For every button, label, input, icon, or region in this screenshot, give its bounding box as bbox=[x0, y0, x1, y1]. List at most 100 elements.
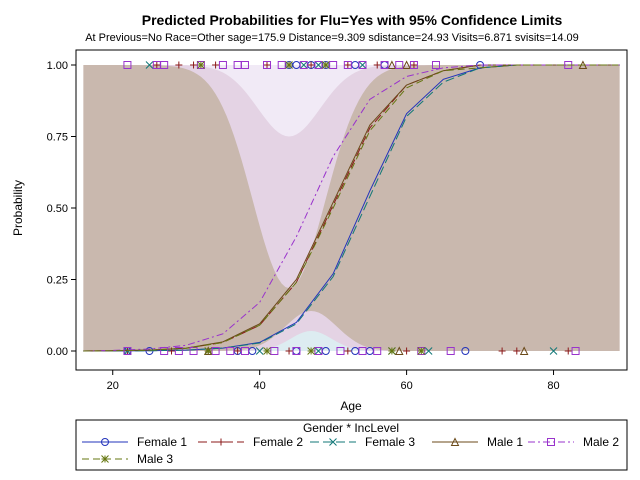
data-point-male-2-y0-1 bbox=[160, 347, 169, 355]
data-point-female-3-y1-2 bbox=[314, 61, 323, 69]
data-point-male-2-y0-9 bbox=[314, 347, 323, 355]
data-point-male-2-y1-15 bbox=[395, 61, 404, 69]
legend-marker-male-2 bbox=[547, 438, 555, 446]
legend-item-male-1: Male 1 bbox=[432, 435, 523, 449]
data-point-male-2-y0-14 bbox=[446, 347, 455, 355]
data-point-female-3-y1-3 bbox=[358, 61, 367, 69]
data-point-male-2-y0-6 bbox=[240, 347, 249, 355]
data-point-female-2-y1-6 bbox=[307, 61, 315, 69]
data-point-female-2-y0-9 bbox=[564, 347, 572, 355]
data-point-male-2-y0-12 bbox=[373, 347, 382, 355]
legend-marker-female-2 bbox=[217, 438, 225, 446]
data-point-female-2-y1-0 bbox=[153, 61, 161, 69]
legend-item-male-2: Male 2 bbox=[528, 435, 619, 449]
x-tick-label-3: 80 bbox=[547, 380, 559, 392]
data-point-male-2-y1-0 bbox=[123, 61, 132, 69]
data-point-male-2-y0-2 bbox=[174, 347, 183, 355]
data-point-male-3-y0-4 bbox=[417, 347, 426, 355]
data-point-male-2-y1-6 bbox=[240, 61, 249, 69]
data-point-female-3-y0-0 bbox=[123, 347, 132, 355]
data-point-male-2-y1-10 bbox=[314, 61, 323, 69]
data-point-female-3-y0-5 bbox=[549, 347, 558, 355]
legend-marker-male-1 bbox=[450, 437, 460, 446]
data-point-male-2-y0-8 bbox=[292, 347, 301, 355]
legend-marker-female-3 bbox=[329, 438, 337, 446]
legend-marker-male-3 bbox=[101, 455, 109, 463]
data-point-female-2-y1-1 bbox=[175, 61, 183, 69]
data-point-female-3-y1-1 bbox=[299, 61, 308, 69]
legend-label-female-3: Female 3 bbox=[365, 435, 415, 449]
legend: Gender * IncLevel Female 1 Female 2 Female… bbox=[75, 419, 628, 471]
data-point-male-2-y1-16 bbox=[409, 61, 418, 69]
data-point-male-2-y1-11 bbox=[329, 61, 338, 69]
x-tick-label-2: 60 bbox=[400, 380, 412, 392]
data-point-female-2-y0-7 bbox=[498, 347, 506, 355]
data-point-male-3-y0-2 bbox=[307, 347, 315, 355]
data-point-female-2-y1-9 bbox=[410, 61, 418, 69]
legend-label-male-1: Male 1 bbox=[487, 435, 523, 449]
data-point-male-1-y0-2 bbox=[519, 346, 529, 355]
data-point-male-2-y1-8 bbox=[277, 61, 286, 69]
data-point-male-2-y1-9 bbox=[299, 61, 308, 69]
legend-frame bbox=[75, 419, 628, 471]
data-point-male-3-y0-0 bbox=[204, 347, 213, 355]
data-point-male-1-y1-0 bbox=[387, 60, 397, 69]
data-point-male-2-y1-17 bbox=[431, 61, 440, 69]
data-point-male-2-y1-7 bbox=[263, 61, 272, 69]
legend-title: Gender * IncLevel bbox=[303, 421, 399, 435]
chart-title: Predicted Probabilities for Flu=Yes with… bbox=[142, 12, 563, 28]
legend-marker-female-1 bbox=[101, 438, 109, 446]
data-point-male-2-y0-0 bbox=[123, 347, 132, 355]
data-point-male-1-y0-1 bbox=[394, 346, 404, 355]
legend-label-male-2: Male 2 bbox=[583, 435, 619, 449]
data-point-male-3-y0-1 bbox=[263, 347, 271, 355]
data-point-male-2-y1-14 bbox=[380, 61, 389, 69]
plot-frame bbox=[75, 49, 628, 371]
data-point-male-3-y1-2 bbox=[321, 61, 330, 69]
y-tick-label-4: 1.00 bbox=[47, 60, 68, 72]
data-point-female-2-y0-5 bbox=[344, 347, 352, 355]
series-line-male-3 bbox=[83, 64, 620, 352]
data-point-female-3-y0-1 bbox=[255, 347, 264, 355]
data-point-male-2-y1-4 bbox=[218, 61, 227, 69]
plot-area bbox=[83, 60, 620, 355]
x-axis-label: Age bbox=[340, 399, 362, 413]
legend-label-female-1: Female 1 bbox=[137, 435, 187, 449]
data-point-female-2-y1-2 bbox=[190, 61, 198, 69]
legend-item-male-3: Male 3 bbox=[82, 452, 173, 466]
data-point-male-2-y0-5 bbox=[226, 347, 235, 355]
legend-label-female-2: Female 2 bbox=[253, 435, 303, 449]
y-tick-label-1: 0.25 bbox=[47, 275, 68, 287]
data-point-female-3-y0-2 bbox=[314, 347, 323, 355]
data-point-male-2-y0-11 bbox=[358, 347, 367, 355]
lower-band-light-1 bbox=[83, 310, 620, 351]
legend-item-female-2: Female 2 bbox=[198, 435, 303, 449]
data-point-female-1-y0-8 bbox=[461, 347, 470, 355]
legend-label-male-3: Male 3 bbox=[137, 452, 173, 466]
data-point-female-2-y0-3 bbox=[234, 347, 242, 355]
data-point-male-2-y1-12 bbox=[343, 61, 352, 69]
data-point-female-2-y1-8 bbox=[373, 61, 381, 69]
y-tick-label-0: 0.00 bbox=[47, 346, 68, 358]
legend-item-female-3: Female 3 bbox=[310, 435, 415, 449]
y-axis-label: Probability bbox=[11, 180, 25, 236]
x-tick-label-1: 40 bbox=[254, 380, 266, 392]
data-point-male-3-y1-0 bbox=[197, 61, 205, 69]
data-point-female-2-y1-4 bbox=[263, 61, 271, 69]
data-point-male-3-y1-1 bbox=[285, 61, 293, 69]
upper-band-light-1 bbox=[83, 65, 620, 289]
data-point-female-2-y0-6 bbox=[403, 347, 411, 355]
data-point-male-2-y1-13 bbox=[358, 61, 367, 69]
data-point-female-2-y0-8 bbox=[513, 347, 521, 355]
data-point-male-2-y0-10 bbox=[336, 347, 345, 355]
series-male-3 bbox=[83, 61, 620, 355]
data-point-male-3-y0-3 bbox=[388, 347, 396, 355]
data-point-male-2-y0-4 bbox=[211, 347, 220, 355]
data-point-female-3-y0-4 bbox=[424, 347, 433, 355]
y-tick-label-2: 0.50 bbox=[47, 203, 68, 215]
data-point-male-2-y0-15 bbox=[571, 347, 580, 355]
data-point-male-2-y1-2 bbox=[160, 61, 169, 69]
data-point-male-1-y1-1 bbox=[402, 60, 411, 69]
data-point-female-2-y1-3 bbox=[212, 61, 220, 69]
